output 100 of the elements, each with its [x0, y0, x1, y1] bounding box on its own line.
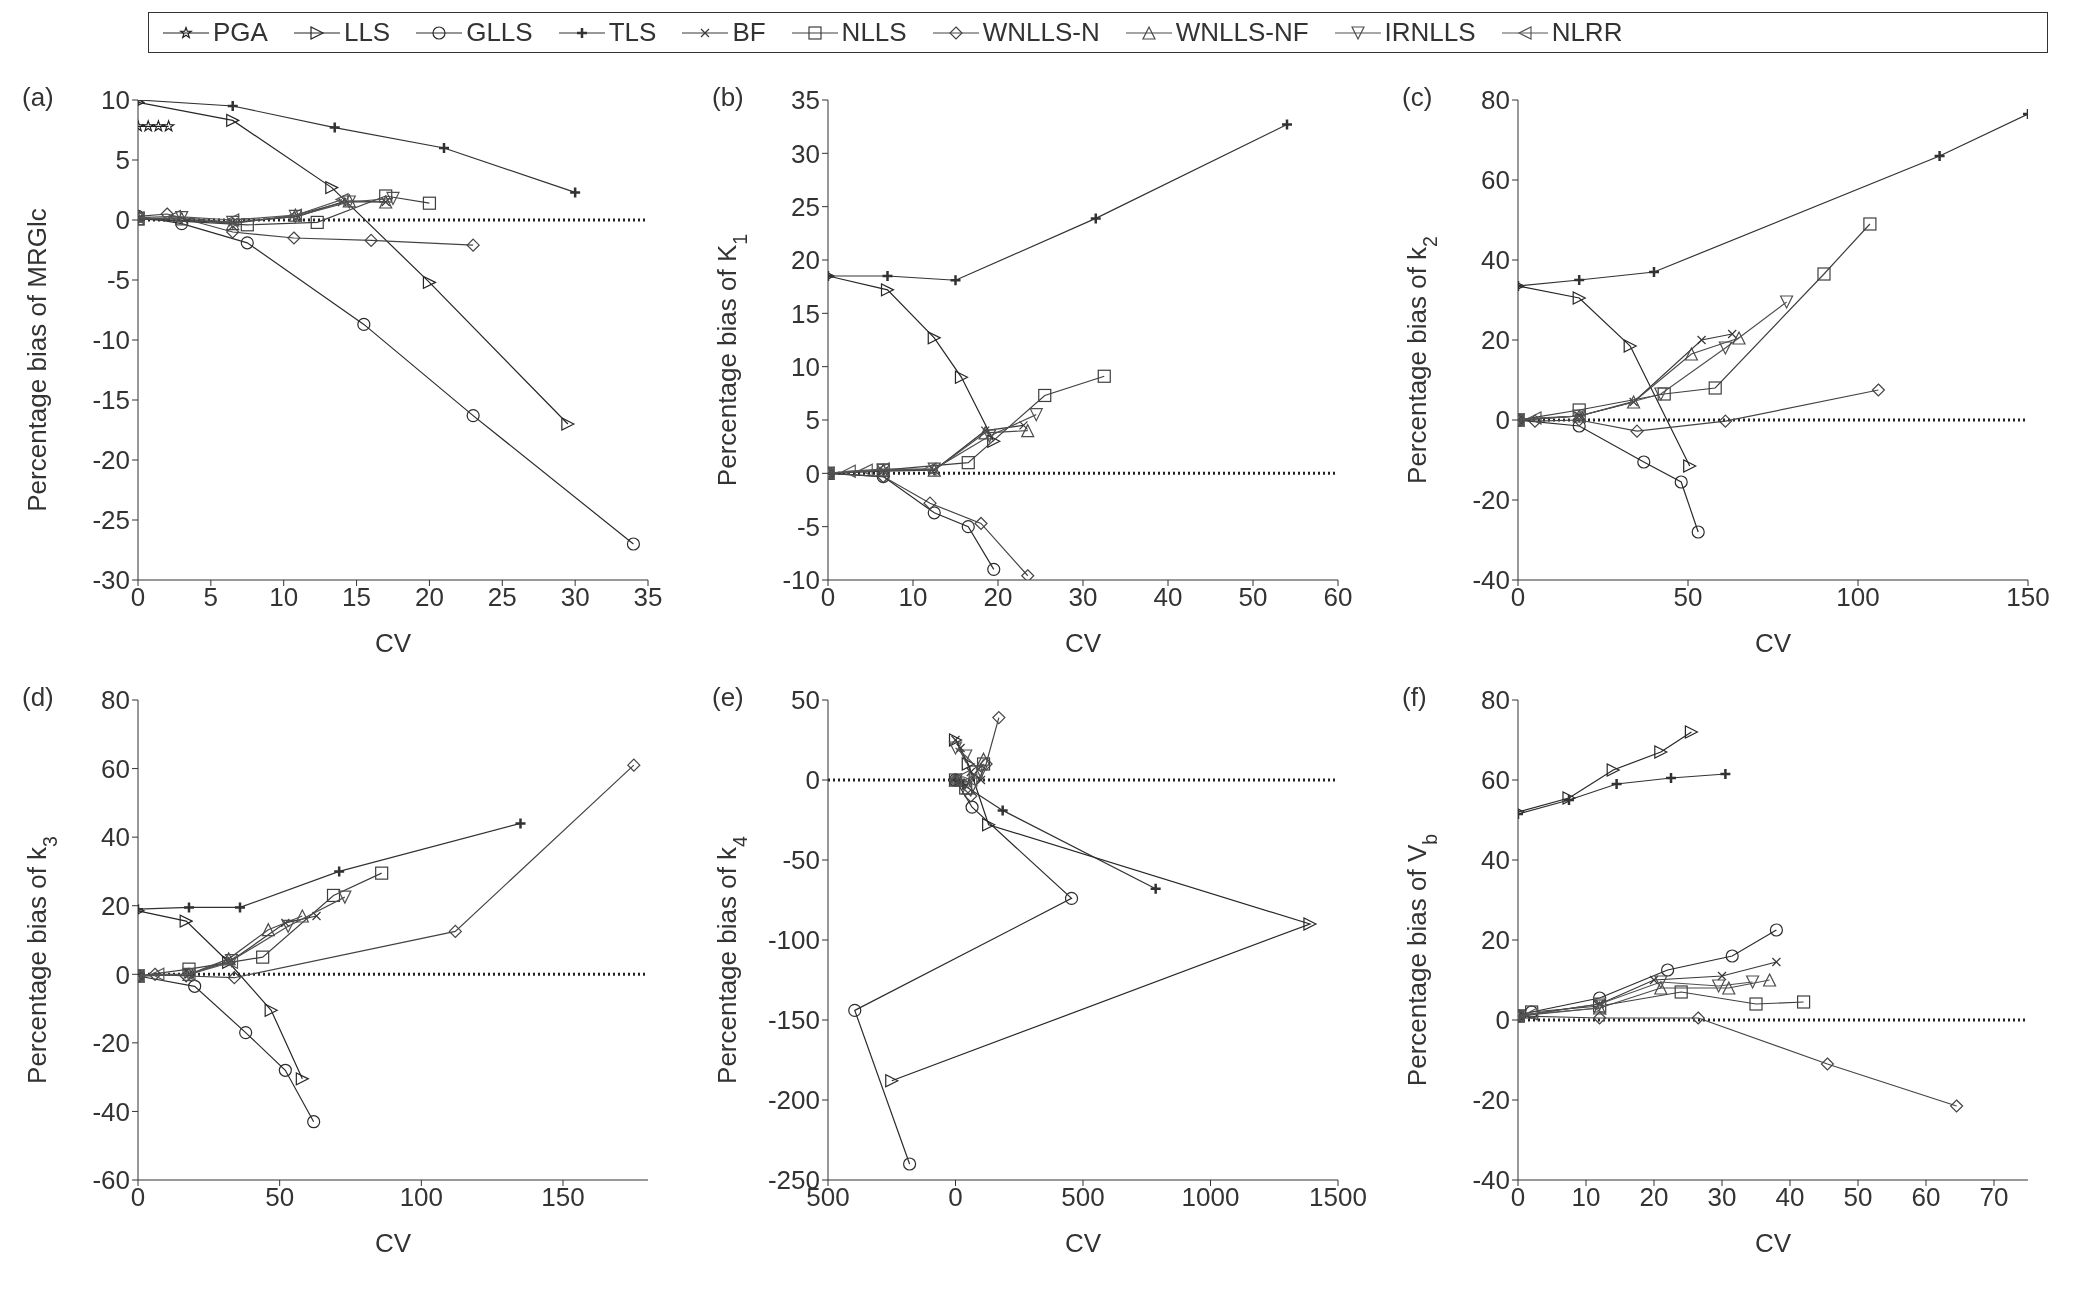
- x-tick-label: 1000: [1181, 1182, 1240, 1213]
- chart-title: (e): [712, 682, 744, 713]
- y-tick-label: -10: [782, 565, 820, 596]
- x-tick-label: 40: [1153, 582, 1183, 613]
- x-tick-label: 30: [1707, 1182, 1737, 1213]
- x-tick-label: 50: [1673, 582, 1703, 613]
- x-tick-label: 100: [399, 1182, 444, 1213]
- legend-label: NLRR: [1551, 17, 1623, 48]
- x-tick-label: 60: [1911, 1182, 1941, 1213]
- x-tick-label: 20: [1639, 1182, 1669, 1213]
- x-axis-title: CV: [1064, 628, 1102, 658]
- legend-label: LLS: [343, 17, 391, 48]
- y-tick-label: 0: [1495, 1005, 1510, 1036]
- y-tick-label: -100: [767, 925, 820, 956]
- x-axis-title: CV: [374, 1228, 412, 1258]
- x-axis-title: CV: [1754, 1228, 1792, 1258]
- y-axis-title: Percentage bias of MRGlc: [22, 208, 52, 512]
- x-tick-label: 60: [1323, 582, 1353, 613]
- y-tick-label: -20: [92, 1028, 130, 1059]
- x-axis-title: CV: [1754, 628, 1792, 658]
- y-tick-label: -50: [782, 845, 820, 876]
- legend-label: GLLS: [466, 17, 533, 48]
- y-tick-label: 35: [791, 85, 820, 116]
- y-tick-label: -5: [796, 511, 820, 542]
- y-tick-label: -200: [767, 1085, 820, 1116]
- x-tick-label: 10: [1571, 1182, 1601, 1213]
- x-tick-label: 50: [1238, 582, 1268, 613]
- y-tick-label: 80: [101, 685, 130, 716]
- x-tick-label: 100: [1836, 582, 1880, 613]
- legend-label: NLLS: [841, 17, 907, 48]
- y-tick-label: 20: [1481, 325, 1510, 356]
- y-tick-label: -40: [92, 1096, 130, 1127]
- x-tick-label: 70: [1979, 1182, 2009, 1213]
- x-tick-label: 40: [1775, 1182, 1805, 1213]
- y-tick-label: 40: [1481, 245, 1510, 276]
- y-tick-label: -20: [1472, 485, 1510, 516]
- y-tick-label: 60: [101, 753, 130, 784]
- y-tick-label: 0: [805, 458, 820, 489]
- chart-title: (f): [1402, 682, 1427, 713]
- x-tick-label: 500: [1061, 1182, 1105, 1213]
- y-tick-label: 0: [115, 959, 130, 990]
- y-tick-label: 20: [101, 890, 130, 921]
- y-tick-label: 0: [805, 765, 820, 796]
- x-tick-label: 50: [265, 1182, 295, 1213]
- legend-label: TLS: [608, 17, 657, 48]
- legend-label: IRNLLS: [1384, 17, 1476, 48]
- x-tick-label: 150: [2006, 582, 2050, 613]
- x-tick-label: 30: [560, 582, 590, 613]
- y-tick-label: 15: [791, 298, 820, 329]
- x-tick-label: 35: [633, 582, 663, 613]
- x-tick-label: 25: [487, 582, 517, 613]
- y-tick-label: -60: [92, 1165, 130, 1196]
- legend-label: BF: [732, 17, 766, 48]
- y-tick-label: -40: [1472, 1165, 1510, 1196]
- y-tick-label: -5: [106, 265, 130, 296]
- legend-label: WNLLS-N: [982, 17, 1100, 48]
- y-tick-label: -40: [1472, 565, 1510, 596]
- y-tick-label: -25: [92, 505, 130, 536]
- y-tick-label: -20: [1472, 1085, 1510, 1116]
- y-tick-label: 40: [1481, 845, 1510, 876]
- x-axis-title: CV: [1064, 1228, 1102, 1258]
- x-tick-label: 30: [1068, 582, 1098, 613]
- x-tick-label: 1500: [1309, 1182, 1367, 1213]
- x-tick-label: 10: [898, 582, 928, 613]
- y-tick-label: 0: [1495, 405, 1510, 436]
- y-tick-label: 25: [791, 191, 820, 222]
- y-tick-label: 10: [791, 351, 820, 382]
- y-tick-label: 5: [805, 405, 820, 436]
- y-tick-label: 0: [115, 205, 130, 236]
- y-tick-label: 40: [101, 822, 130, 853]
- x-tick-label: 0: [948, 1182, 963, 1213]
- y-tick-label: 5: [115, 145, 130, 176]
- x-tick-label: 50: [1843, 1182, 1873, 1213]
- x-tick-label: 15: [342, 582, 372, 613]
- x-tick-label: 150: [541, 1182, 585, 1213]
- y-tick-label: 30: [791, 138, 820, 169]
- y-tick-label: 60: [1481, 165, 1510, 196]
- y-tick-label: -15: [92, 385, 130, 416]
- y-tick-label: 60: [1481, 765, 1510, 796]
- legend-label: WNLLS-NF: [1175, 17, 1309, 48]
- x-tick-label: 20: [414, 582, 444, 613]
- y-tick-label: 20: [1481, 925, 1510, 956]
- y-tick-label: 10: [101, 85, 130, 116]
- y-tick-label: 80: [1481, 85, 1510, 116]
- y-tick-label: -150: [767, 1005, 820, 1036]
- y-tick-label: -10: [92, 325, 130, 356]
- chart-title: (a): [22, 82, 54, 113]
- legend-label: PGA: [213, 17, 268, 48]
- chart-title: (b): [712, 82, 744, 113]
- y-tick-label: 80: [1481, 685, 1510, 716]
- y-tick-label: -20: [92, 445, 130, 476]
- chart-title: (c): [1402, 82, 1433, 113]
- x-axis-title: CV: [374, 628, 412, 658]
- y-tick-label: 20: [791, 245, 820, 276]
- x-tick-label: 20: [983, 582, 1013, 613]
- y-tick-label: 50: [791, 685, 820, 716]
- y-tick-label: -30: [92, 565, 130, 596]
- x-tick-label: 5: [203, 582, 219, 613]
- x-tick-label: 10: [269, 582, 299, 613]
- chart-title: (d): [22, 682, 54, 713]
